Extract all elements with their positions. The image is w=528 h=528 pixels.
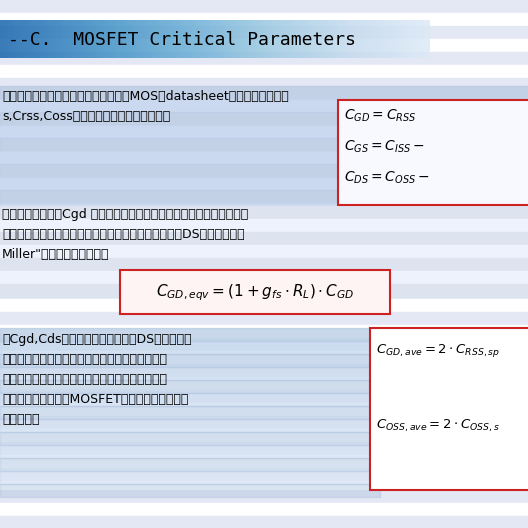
Bar (0, 138, 528, 151)
Bar (0, 507, 528, 520)
Bar (120, 270, 390, 314)
Bar (0, 273, 528, 286)
Bar (0, 341, 380, 354)
Text: 估算公式：: 估算公式： (2, 413, 40, 426)
Bar (0, 39, 528, 52)
Bar (0, 156, 528, 169)
Bar (0, 91, 528, 104)
Bar (0, 481, 528, 494)
Bar (0, 325, 528, 338)
Text: $C_{DS} = C_{OSS} -$: $C_{DS} = C_{OSS} -$ (344, 170, 430, 186)
Bar (0, 390, 528, 403)
Bar (0, 403, 528, 416)
Bar (0, 419, 380, 432)
Bar (0, 299, 528, 312)
Bar (0, 393, 380, 406)
Bar (0, 458, 380, 471)
Bar (0, 503, 528, 516)
Text: 效性仅限于给出的测试条件下。一定应用下对应的: 效性仅限于给出的测试条件下。一定应用下对应的 (2, 353, 167, 366)
Bar (0, 65, 528, 78)
Bar (0, 104, 528, 117)
Bar (0, 258, 528, 271)
Bar (0, 484, 380, 497)
Bar (0, 406, 380, 419)
Bar (0, 182, 528, 195)
Text: $C_{GD,eqv} = (1+g_{fs} \cdot R_L) \cdot C_{GD}$: $C_{GD,eqv} = (1+g_{fs} \cdot R_L) \cdot… (156, 282, 354, 303)
Text: 需的电荷。对大多数MOSFET来说，可以使用下面: 需的电荷。对大多数MOSFET来说，可以使用下面 (2, 393, 188, 406)
Bar (0, 284, 528, 297)
Text: s,Crss,Coss电容值来定义，计算公式为：: s,Crss,Coss电容值来定义，计算公式为： (2, 110, 170, 123)
Bar (0, 26, 528, 39)
Bar (338, 100, 528, 205)
Text: $C_{GD} = C_{RSS}$: $C_{GD} = C_{RSS}$ (344, 108, 417, 125)
Bar (0, 164, 528, 177)
Text: $C_{GS} = C_{ISS} -$: $C_{GS} = C_{ISS} -$ (344, 139, 425, 155)
Bar (0, 221, 528, 234)
Bar (0, 312, 528, 325)
Text: $C_{GD,ave} = 2 \cdot C_{RSS,sp}$: $C_{GD,ave} = 2 \cdot C_{RSS,sp}$ (376, 342, 500, 359)
Bar (0, 442, 528, 455)
Bar (0, 338, 528, 351)
Bar (0, 455, 528, 468)
Bar (0, 245, 528, 258)
Text: 均电容的计算必须基于建立电容两端电压变化实际: 均电容的计算必须基于建立电容两端电压变化实际 (2, 373, 167, 386)
Bar (0, 468, 528, 481)
Bar (370, 328, 528, 490)
Bar (0, 234, 528, 247)
Bar (0, 471, 380, 484)
Bar (0, 380, 380, 393)
Text: $C_{OSS,ave} = 2 \cdot C_{OSS,s}$: $C_{OSS,ave} = 2 \cdot C_{OSS,s}$ (376, 418, 500, 435)
Bar (0, 219, 528, 232)
Bar (0, 516, 528, 528)
Bar (0, 78, 528, 91)
Text: --C.  MOSFET Critical Parameters: --C. MOSFET Critical Parameters (8, 31, 356, 49)
Bar (0, 367, 380, 380)
Bar (0, 143, 528, 156)
Bar (0, 247, 528, 260)
Bar (0, 0, 528, 13)
Bar (0, 190, 528, 203)
Bar (0, 260, 528, 273)
Bar (0, 416, 528, 429)
Bar (0, 86, 528, 206)
Bar (0, 86, 528, 99)
Text: 率的是，以上提到的内容均不会直接在MOS的datasheet中定义。它们的位: 率的是，以上提到的内容均不会直接在MOS的datasheet中定义。它们的位 (2, 90, 289, 103)
Bar (0, 286, 528, 299)
Bar (0, 13, 528, 26)
Bar (0, 151, 528, 164)
Bar (0, 271, 528, 284)
Bar (0, 520, 528, 528)
Bar (0, 125, 528, 138)
Bar (0, 169, 528, 182)
Bar (0, 52, 528, 65)
Bar (0, 232, 528, 245)
Bar (0, 364, 528, 377)
Bar (0, 490, 528, 503)
Bar (0, 99, 528, 112)
Bar (0, 429, 528, 442)
Text: 然Cgd,Cds电容和电压有关，那么DS上规格值的: 然Cgd,Cds电容和电压有关，那么DS上规格值的 (2, 333, 192, 346)
Bar (0, 351, 528, 364)
Bar (0, 354, 380, 367)
Text: Miller"效应，可以表达为：: Miller"效应，可以表达为： (2, 248, 109, 261)
Bar (0, 206, 528, 219)
Bar (0, 195, 528, 208)
Text: 开关状态应用时，Cgd 电容会变得更为复杂，因为它是跨在器件输入和: 开关状态应用时，Cgd 电容会变得更为复杂，因为它是跨在器件输入和 (2, 208, 248, 221)
Bar (0, 117, 528, 130)
Bar (0, 494, 528, 507)
Bar (0, 203, 528, 216)
Bar (0, 208, 528, 221)
Text: 的。结果，在开关应用中其有效值会更大部分地取决于DS间电压。这种: 的。结果，在开关应用中其有效值会更大部分地取决于DS间电压。这种 (2, 228, 244, 241)
Bar (0, 177, 528, 190)
Bar (0, 377, 528, 390)
Bar (0, 432, 380, 445)
Bar (0, 328, 380, 341)
Bar (0, 130, 528, 143)
Bar (0, 112, 528, 125)
Bar (0, 445, 380, 458)
Bar (0, 490, 528, 528)
